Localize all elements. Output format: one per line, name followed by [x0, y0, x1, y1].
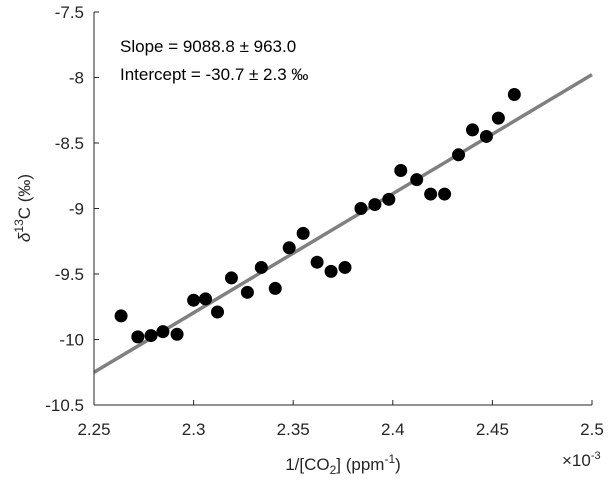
data-point: [187, 293, 201, 307]
data-point: [324, 264, 338, 278]
fit-line: [93, 73, 593, 374]
x-tick-label: 2.3: [182, 420, 206, 439]
data-point: [224, 271, 238, 285]
data-point: [491, 111, 505, 125]
data-point: [368, 198, 382, 212]
data-point: [296, 226, 310, 240]
y-tick-label: -10: [59, 331, 84, 350]
data-point: [452, 148, 466, 162]
data-point: [282, 241, 296, 255]
x-multiplier: ×10-3: [562, 450, 601, 470]
data-point: [170, 327, 184, 341]
data-point: [310, 255, 324, 269]
x-tick-label: 2.35: [277, 420, 310, 439]
y-tick-label: -9: [69, 200, 84, 219]
annotation-slope: Slope = 9088.8 ± 963.0: [120, 37, 296, 56]
x-tick-label: 2.5: [580, 420, 604, 439]
data-point: [254, 260, 268, 274]
data-point: [338, 260, 352, 274]
data-point: [507, 88, 521, 102]
data-point: [354, 202, 368, 215]
data-point: [410, 173, 424, 187]
data-point: [199, 292, 213, 306]
y-tick-label: -8: [69, 69, 84, 88]
data-point: [156, 325, 170, 339]
data-point: [240, 285, 254, 299]
data-point: [144, 329, 158, 343]
x-tick-label: 2.4: [381, 420, 405, 439]
y-axis-label: δ13C (‰): [12, 174, 34, 242]
data-point: [424, 187, 438, 201]
data-point: [211, 305, 225, 319]
y-tick-label: -9.5: [55, 265, 84, 284]
x-axis-label: 1/[CO2] (ppm-1): [285, 452, 401, 477]
data-point: [382, 192, 396, 206]
data-point: [438, 187, 452, 201]
data-point: [114, 309, 128, 323]
data-point: [131, 330, 145, 344]
x-tick-label: 2.45: [476, 420, 509, 439]
y-tick-label: -8.5: [55, 134, 84, 153]
data-point: [465, 123, 479, 137]
data-point: [479, 129, 493, 143]
data-point: [268, 281, 282, 295]
data-point: [394, 164, 408, 178]
y-tick-label: -10.5: [45, 396, 84, 415]
x-tick-label: 2.25: [77, 420, 110, 439]
y-tick-label: -7.5: [55, 3, 84, 22]
annotation-intercept: Intercept = -30.7 ± 2.3 ‰: [120, 65, 308, 84]
